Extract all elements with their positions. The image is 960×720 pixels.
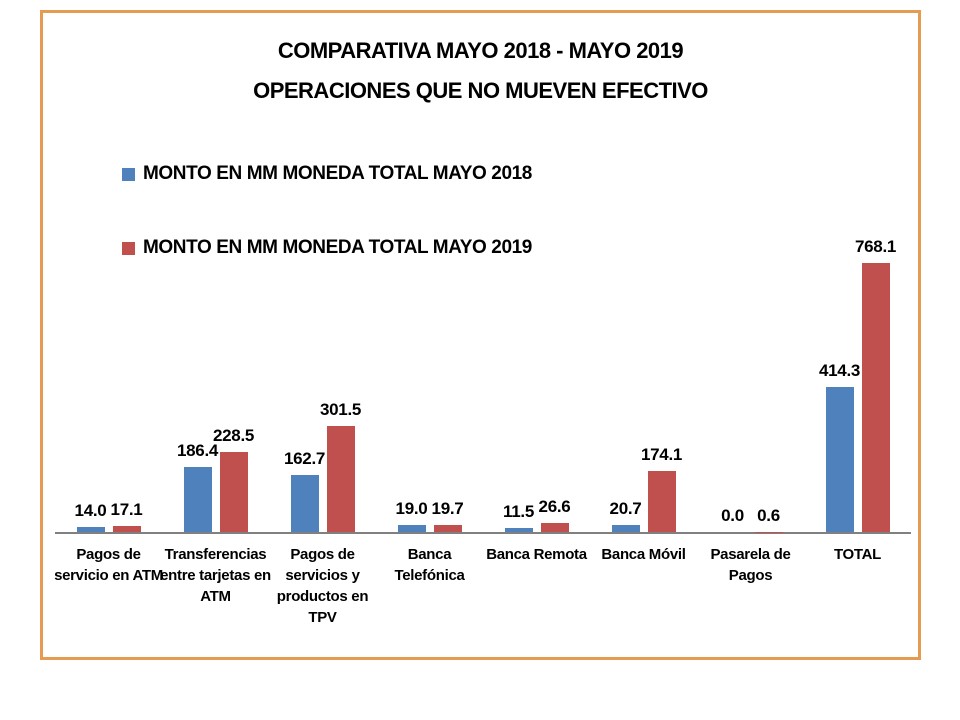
category-label: Banca Telefónica <box>394 546 465 584</box>
category-label: Banca Remota <box>486 546 587 563</box>
value-label: 0.0 <box>721 506 744 525</box>
bar-2018 <box>611 524 640 532</box>
chart-title-line1: COMPARATIVA MAYO 2018 - MAYO 2019 <box>277 38 684 63</box>
value-label: 162.7 <box>283 449 326 469</box>
bar-group-2018: 186.4 <box>177 441 218 532</box>
legend-item-mayo-2019: MONTO EN MM MONEDA TOTAL MAYO 2019 <box>122 235 532 261</box>
value-label: 414.3 <box>818 361 861 380</box>
bar-group-2019: 174.1 <box>641 445 682 532</box>
category-column: 186.4 228.5 Transferencias entre tarjetas … <box>160 245 271 605</box>
value-label: 174.1 <box>640 445 683 465</box>
bar-2019 <box>219 452 248 532</box>
category-label: TOTAL <box>833 546 882 563</box>
category-label: Banca Móvil <box>601 546 686 563</box>
bar-2018 <box>183 466 212 532</box>
value-label: 19.0 <box>395 499 428 519</box>
legend-swatch-2018 <box>122 167 135 181</box>
legend: MONTO EN MM MONEDA TOTAL MAYO 2018 MONTO… <box>122 161 532 309</box>
value-label: 301.5 <box>319 400 362 420</box>
category-column: 11.5 26.6 Banca Remota <box>483 245 590 563</box>
chart-title: COMPARATIVA MAYO 2018 - MAYO 2019 OPERAC… <box>43 31 918 111</box>
bar-2019 <box>112 526 141 532</box>
category-column: 14.0 17.1 Pagos de servicio en ATM <box>54 245 163 584</box>
category-label: Pagos de servicio en ATM <box>54 546 163 584</box>
value-label: 228.5 <box>212 426 255 446</box>
bar-group-2018: 162.7 <box>284 449 325 532</box>
category-column: 20.7 174.1 Banca Móvil <box>590 245 697 563</box>
bar-2019 <box>861 263 890 532</box>
category-column: 414.3 768.1 TOTAL <box>804 237 911 563</box>
value-label: 768.1 <box>854 237 897 257</box>
bar-2018 <box>825 387 854 532</box>
bar-pair: 14.0 17.1 <box>75 500 143 532</box>
category-label: Pasarela de Pagos <box>710 546 791 584</box>
bar-2018 <box>290 475 319 532</box>
bar-group-2018: 414.3 <box>819 361 860 532</box>
category-column: 162.7 301.5 Pagos de servicios y productos… <box>269 245 376 626</box>
legend-label-2019: MONTO EN MM MONEDA TOTAL MAYO 2019 <box>143 237 532 258</box>
bar-pair: 414.3 768.1 <box>819 237 896 532</box>
category-label: Transferencias entre tarjetas en ATM <box>160 546 271 605</box>
bar-group-2019: 768.1 <box>855 237 896 532</box>
bar-group-2019: 26.6 <box>539 497 571 532</box>
value-label: 19.7 <box>431 499 464 519</box>
category-label: Pagos de servicios y productos en TPV <box>276 546 369 626</box>
legend-swatch-2019 <box>122 241 135 255</box>
bar-pair: 20.7 174.1 <box>610 445 682 532</box>
bar-2019 <box>326 426 355 532</box>
bar-pair: 162.7 301.5 <box>284 400 361 532</box>
bar-group-2018: 14.0 <box>75 501 107 532</box>
bar-group-2018: 11.5 <box>503 502 534 532</box>
category-column: 0.0 0.6 Pasarela de Pagos <box>697 245 804 584</box>
bar-group-2019: 17.1 <box>111 500 143 532</box>
bar-group-2018: 19.0 <box>396 499 428 532</box>
bar-group-2018: 20.7 <box>610 499 642 532</box>
chart-title-line2: OPERACIONES QUE NO MUEVEN EFECTIVO <box>253 78 708 103</box>
value-label: 26.6 <box>538 496 571 516</box>
category-column: 19.0 19.7 Banca Telefónica <box>376 245 483 584</box>
bar-pair: 11.5 26.6 <box>503 497 571 532</box>
bar-group-2019: 228.5 <box>213 426 254 532</box>
value-label: 0.6 <box>757 505 780 525</box>
bar-2018 <box>76 527 105 532</box>
legend-label-2018: MONTO EN MM MONEDA TOTAL MAYO 2018 <box>143 163 532 184</box>
legend-item-mayo-2018: MONTO EN MM MONEDA TOTAL MAYO 2018 <box>122 161 532 187</box>
bar-pair: 19.0 19.7 <box>396 499 464 532</box>
plot-area: 14.0 17.1 Pagos de servicio en ATM 186.4 228… <box>54 237 911 626</box>
bar-group-2019: 19.7 <box>432 499 464 532</box>
bar-pair: 186.4 228.5 <box>177 426 254 532</box>
value-label: 20.7 <box>609 498 642 518</box>
bar-2019 <box>647 471 676 532</box>
bar-2018 <box>397 525 426 532</box>
value-label: 14.0 <box>74 501 107 521</box>
bar-2018 <box>504 527 533 532</box>
chart-frame: COMPARATIVA MAYO 2018 - MAYO 2019 OPERAC… <box>40 10 921 660</box>
value-label: 11.5 <box>503 501 534 521</box>
value-label: 17.1 <box>110 500 143 520</box>
bar-group-2019: 301.5 <box>320 400 361 532</box>
value-label: 186.4 <box>176 440 219 460</box>
bar-2019 <box>433 525 462 532</box>
bar-2019 <box>540 522 569 532</box>
